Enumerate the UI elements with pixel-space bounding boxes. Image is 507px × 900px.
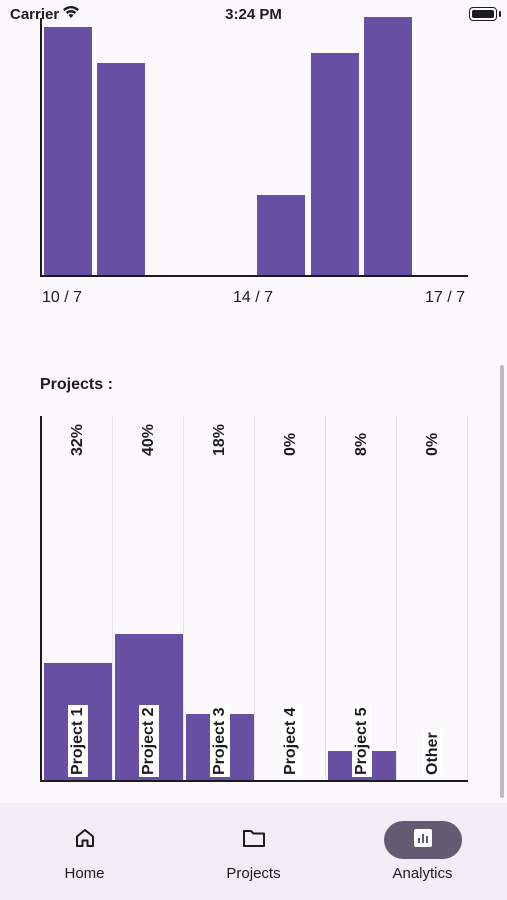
project-name-label: Other — [423, 730, 443, 777]
carrier-label: Carrier — [10, 6, 60, 23]
date-label-end: 17 / 7 — [425, 289, 466, 306]
daily-bar — [257, 195, 306, 275]
project-name-label: Project 3 — [210, 705, 230, 777]
project-name-label: Project 4 — [281, 705, 301, 777]
project-column-divider — [467, 416, 468, 780]
project-name-label: Project 1 — [68, 705, 88, 777]
daily-bar — [310, 53, 359, 275]
nav-item-analytics[interactable]: Analytics — [338, 803, 507, 900]
daily-bar — [44, 27, 92, 275]
project-percent-label: 0% — [424, 432, 441, 456]
projects-chart-y-axis — [40, 416, 42, 782]
nav-item-home[interactable]: Home — [0, 803, 169, 900]
battery-icon — [469, 7, 501, 21]
home-icon — [73, 826, 97, 855]
date-label-mid: 14 / 7 — [233, 289, 274, 306]
nav-label-home: Home — [64, 865, 105, 882]
project-percent-label: 18% — [211, 423, 228, 456]
project-column-divider — [396, 416, 397, 780]
daily-bar — [363, 17, 412, 275]
project-column-divider — [183, 416, 184, 780]
status-time: 3:24 PM — [225, 6, 282, 23]
project-column-divider — [112, 416, 113, 780]
daily-chart-y-axis — [40, 18, 42, 277]
project-percent-label: 40% — [140, 423, 157, 456]
nav-label-projects: Projects — [226, 865, 281, 882]
project-name-label: Project 5 — [352, 705, 372, 777]
daily-bar — [97, 63, 146, 275]
nav-label-analytics: Analytics — [392, 865, 453, 882]
analytics-icon-container — [383, 821, 462, 859]
daily-chart-x-axis — [40, 275, 468, 277]
project-percent-label: 8% — [353, 432, 370, 456]
project-percent-label: 32% — [69, 423, 86, 456]
project-percent-label: 0% — [282, 432, 299, 456]
folder-icon-container — [215, 821, 293, 859]
project-name-label: Project 2 — [139, 705, 159, 777]
nav-item-projects[interactable]: Projects — [169, 803, 338, 900]
status-bar: Carrier 3:24 PM — [0, 0, 507, 28]
bottom-navigation-bar: Home Projects Analytics — [0, 803, 507, 900]
analytics-icon — [412, 827, 434, 854]
project-column-divider — [325, 416, 326, 780]
home-icon-container — [46, 821, 124, 859]
projects-chart-x-axis — [40, 780, 468, 782]
folder-icon — [241, 826, 267, 855]
scrollbar[interactable] — [500, 365, 504, 798]
projects-section-title: Projects : — [40, 376, 113, 393]
wifi-icon — [62, 5, 80, 24]
date-label-start: 10 / 7 — [42, 289, 83, 306]
project-column-divider — [254, 416, 255, 780]
